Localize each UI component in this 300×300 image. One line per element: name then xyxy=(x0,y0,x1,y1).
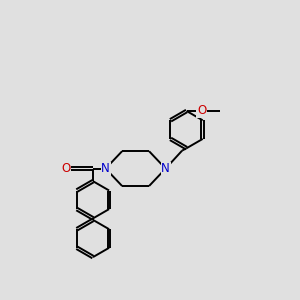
Text: N: N xyxy=(101,162,110,175)
Text: N: N xyxy=(161,162,170,175)
Text: O: O xyxy=(61,162,70,175)
Text: O: O xyxy=(197,104,206,118)
